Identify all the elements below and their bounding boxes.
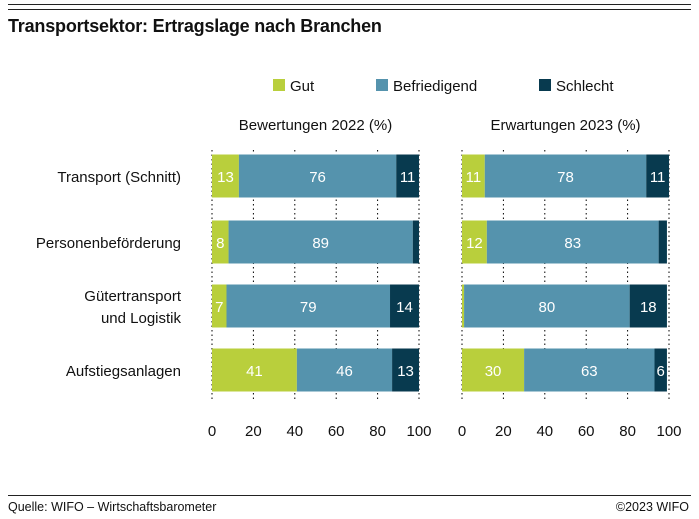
bar-schlecht bbox=[390, 284, 419, 328]
data-label: 6 bbox=[657, 363, 665, 380]
category-label: Transport (Schnitt) bbox=[57, 169, 181, 186]
data-label: 14 bbox=[396, 299, 413, 316]
data-label: 78 bbox=[557, 169, 574, 186]
legend-label-gut: Gut bbox=[290, 78, 315, 95]
bottom-rule bbox=[8, 495, 691, 496]
legend-label-befriedigend: Befriedigend bbox=[393, 78, 477, 95]
data-label: 63 bbox=[581, 363, 598, 380]
bar-befriedigend bbox=[464, 284, 630, 328]
category-label: und Logistik bbox=[101, 310, 182, 327]
data-label: 89 bbox=[312, 235, 329, 252]
bar-schlecht bbox=[396, 154, 419, 198]
tick-label: 0 bbox=[458, 423, 466, 440]
legend-label-schlecht: Schlecht bbox=[556, 78, 614, 95]
bar-schlecht bbox=[392, 348, 419, 392]
bar-gut bbox=[212, 348, 297, 392]
bar-schlecht bbox=[654, 348, 667, 392]
top-rule-2 bbox=[8, 9, 691, 10]
tick-label: 40 bbox=[536, 423, 553, 440]
tick-label: 80 bbox=[619, 423, 636, 440]
tick-label: 100 bbox=[406, 423, 431, 440]
bar-befriedigend bbox=[484, 154, 647, 198]
footer-source: Quelle: WIFO – Wirtschaftsbarometer bbox=[8, 500, 217, 514]
tick-label: 0 bbox=[208, 423, 216, 440]
bar-gut bbox=[462, 154, 485, 198]
tick-label: 20 bbox=[495, 423, 512, 440]
panel-title: Erwartungen 2023 (%) bbox=[490, 117, 640, 134]
data-label: 13 bbox=[397, 363, 414, 380]
data-label: 18 bbox=[640, 299, 657, 316]
panel-title: Bewertungen 2022 (%) bbox=[239, 117, 392, 134]
legend-swatch-gut bbox=[273, 79, 285, 91]
data-label: 13 bbox=[217, 169, 234, 186]
category-label: Gütertransport bbox=[84, 288, 182, 305]
data-label: 30 bbox=[485, 363, 502, 380]
tick-label: 100 bbox=[656, 423, 681, 440]
data-label: 76 bbox=[309, 169, 326, 186]
data-label: 83 bbox=[564, 235, 581, 252]
tick-label: 60 bbox=[328, 423, 345, 440]
bar-gut bbox=[212, 154, 239, 198]
data-label: 79 bbox=[300, 299, 317, 316]
bar-gut bbox=[212, 220, 229, 264]
data-label: 12 bbox=[466, 235, 483, 252]
bar-schlecht bbox=[629, 284, 667, 328]
bar-befriedigend bbox=[238, 154, 397, 198]
bar-schlecht bbox=[412, 220, 419, 264]
bar-schlecht bbox=[658, 220, 667, 264]
legend-swatch-befriedigend bbox=[376, 79, 388, 91]
tick-label: 40 bbox=[286, 423, 303, 440]
data-label: 11 bbox=[400, 169, 416, 186]
category-label: Personenbeförderung bbox=[36, 235, 181, 252]
footer-copyright: ©2023 WIFO bbox=[615, 500, 689, 514]
legend-swatch-schlecht bbox=[539, 79, 551, 91]
bar-befriedigend bbox=[296, 348, 393, 392]
bar-gut bbox=[212, 284, 227, 328]
data-label: 7 bbox=[215, 299, 223, 316]
category-label: Aufstiegsanlagen bbox=[66, 363, 181, 380]
tick-label: 20 bbox=[245, 423, 262, 440]
top-rule-1 bbox=[8, 4, 691, 5]
bar-befriedigend bbox=[486, 220, 659, 264]
data-label: 11 bbox=[466, 169, 482, 186]
bar-gut bbox=[462, 348, 525, 392]
data-label: 80 bbox=[539, 299, 556, 316]
data-label: 11 bbox=[650, 169, 666, 186]
data-label: 8 bbox=[216, 235, 224, 252]
chart-title: Transportsektor: Ertragslage nach Branch… bbox=[8, 16, 382, 36]
bar-gut bbox=[462, 220, 487, 264]
data-label: 46 bbox=[336, 363, 353, 380]
tick-label: 80 bbox=[369, 423, 386, 440]
bar-befriedigend bbox=[228, 220, 413, 264]
bar-schlecht bbox=[646, 154, 669, 198]
bar-befriedigend bbox=[524, 348, 655, 392]
tick-label: 60 bbox=[578, 423, 595, 440]
bar-befriedigend bbox=[226, 284, 391, 328]
data-label: 41 bbox=[246, 363, 263, 380]
bar-gut bbox=[462, 284, 465, 328]
